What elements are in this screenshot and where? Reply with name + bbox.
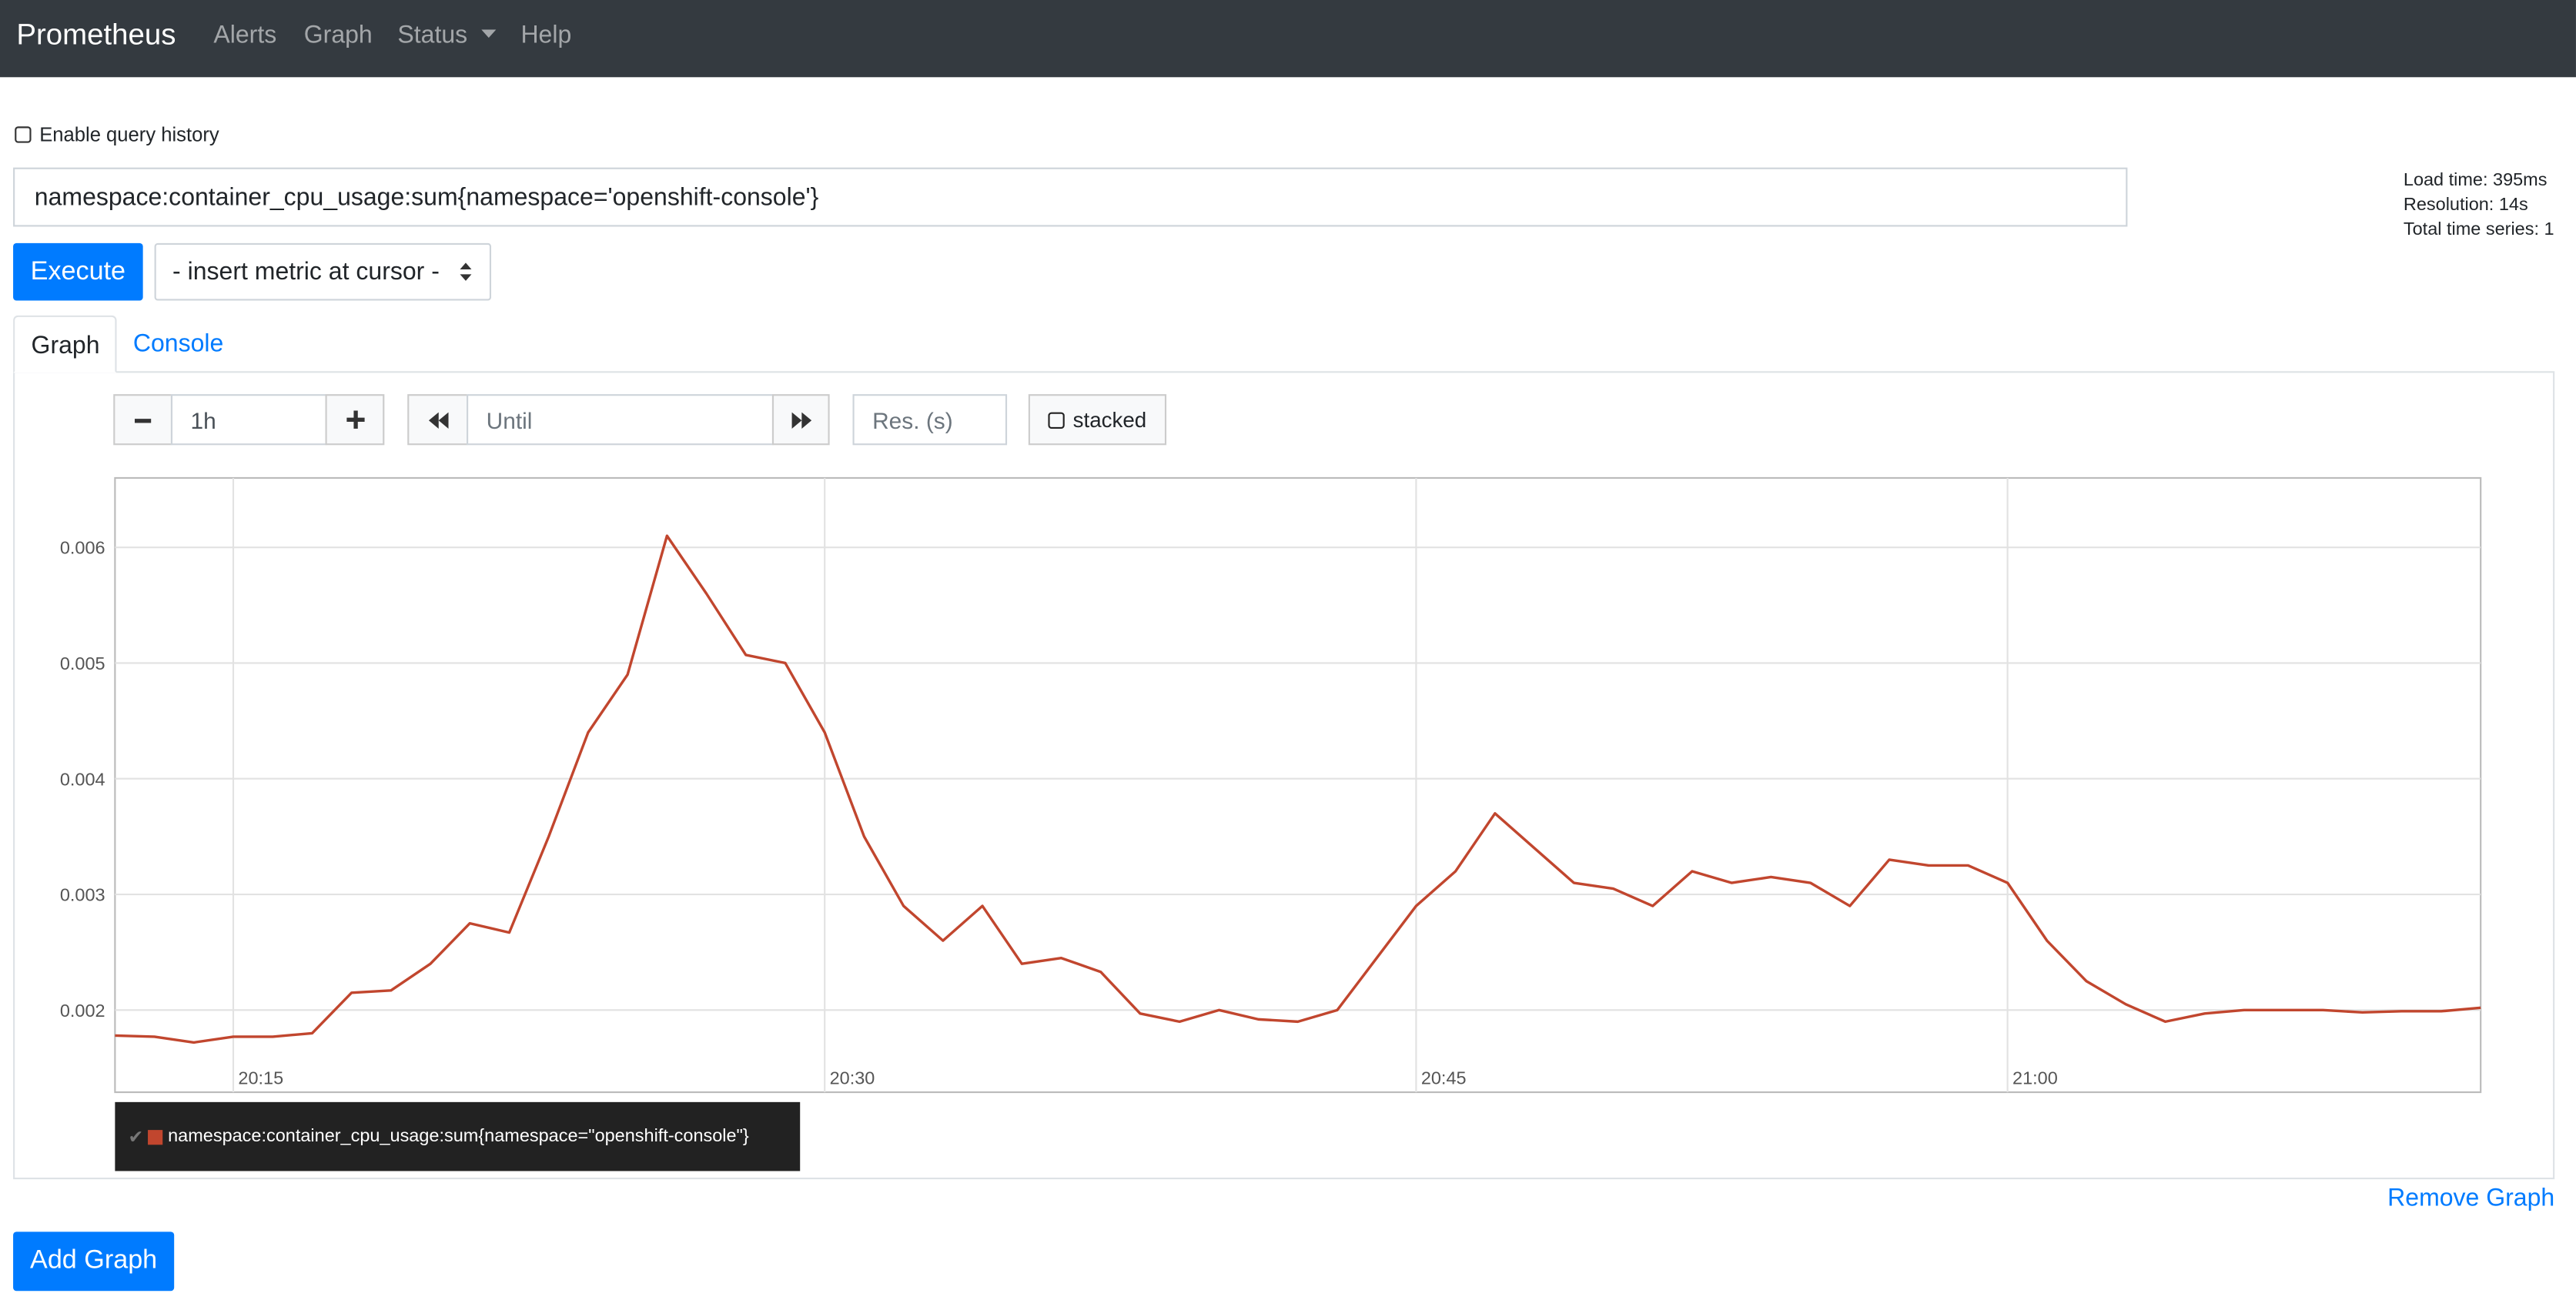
- execute-button[interactable]: Execute: [13, 242, 143, 301]
- stat: Total time series: 1: [2403, 219, 2554, 240]
- caret: [481, 29, 497, 38]
- metric-select[interactable]: - insert metric at cursor -: [154, 242, 492, 301]
- range-minus[interactable]: [113, 394, 173, 446]
- legend-check[interactable]: ✔: [128, 1127, 144, 1148]
- checkbox[interactable]: [15, 126, 32, 143]
- y-tick-label: 0.004: [60, 769, 105, 789]
- nav-link[interactable]: Alerts: [213, 21, 277, 50]
- select-text: - insert metric at cursor -: [172, 258, 440, 286]
- legend: ✔ namespace:container_cpu_usage:sum{names…: [115, 1101, 801, 1171]
- x-tick-label: 20:45: [1421, 1068, 1467, 1088]
- navbar: [0, 0, 2576, 78]
- legend-swatch: [148, 1129, 163, 1145]
- plot-area: [114, 476, 2482, 1094]
- add-graph-button[interactable]: Add Graph: [13, 1231, 175, 1292]
- series-line: [115, 534, 2481, 1044]
- y-tick-label: 0.005: [60, 653, 105, 673]
- brand[interactable]: Prometheus: [16, 18, 176, 52]
- forward-button[interactable]: [771, 394, 830, 446]
- nav-link[interactable]: Help: [520, 21, 572, 50]
- tab-active[interactable]: Graph: [13, 315, 117, 373]
- chart: 0.002 0.003 0.004 0.005 0.006 20:15 20:30 20:45…: [60, 476, 2482, 1094]
- stat: Resolution: 14s: [2403, 195, 2528, 216]
- select-arrows: [460, 262, 472, 281]
- x-tick-label: 21:00: [2012, 1068, 2058, 1088]
- y-tick-label: 0.003: [60, 885, 105, 905]
- nav-link[interactable]: Graph: [303, 21, 373, 50]
- x-tick-label: 20:30: [830, 1068, 875, 1088]
- stat: Load time: 395ms: [2403, 170, 2548, 191]
- until-input[interactable]: Until: [467, 394, 774, 446]
- back-button[interactable]: [407, 394, 469, 446]
- stacked-label: stacked: [1072, 407, 1147, 433]
- resolution-input[interactable]: Res. (s): [852, 394, 1008, 446]
- y-tick-label: 0.002: [60, 1001, 105, 1021]
- tab[interactable]: Console: [132, 329, 224, 359]
- nav-link[interactable]: Status: [397, 21, 468, 50]
- legend-label: namespace:container_cpu_usage:sum{namesp…: [168, 1126, 749, 1147]
- y-tick-label: 0.006: [60, 538, 105, 558]
- stats: Load time: 395ms Resolution: 14s Total t…: [2404, 169, 2554, 243]
- x-tick-label: 20:15: [238, 1068, 283, 1088]
- range-input[interactable]: 1h: [170, 394, 327, 446]
- range-plus[interactable]: [325, 394, 385, 446]
- checkbox-label: Enable query history: [39, 123, 219, 146]
- stacked-box: [1048, 411, 1065, 428]
- stacked-button[interactable]: stacked: [1028, 394, 1167, 446]
- panel: [13, 371, 2555, 1180]
- remove-graph[interactable]: Remove Graph: [2387, 1184, 2555, 1212]
- query-input[interactable]: namespace:container_cpu_usage:sum{namesp…: [13, 167, 2128, 227]
